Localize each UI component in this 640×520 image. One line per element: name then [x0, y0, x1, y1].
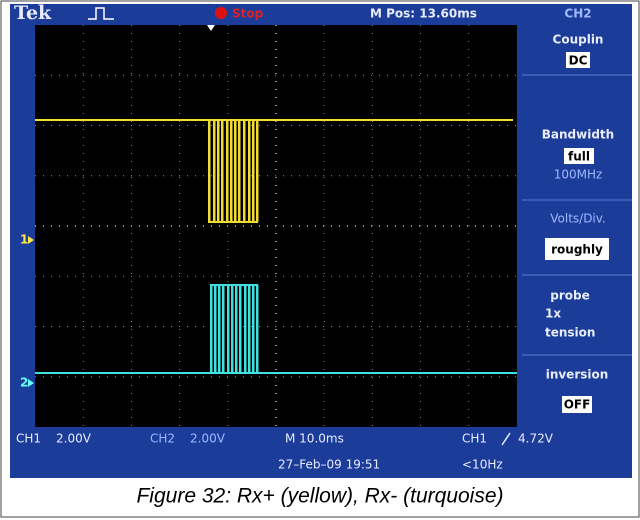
run-state: Stop [232, 7, 264, 21]
ch1-burst [234, 120, 237, 222]
ch1-burst [230, 120, 233, 222]
timebase: M 10.0ms [285, 432, 344, 446]
ch2-burst [252, 285, 255, 373]
menu-value[interactable]: 1x [545, 307, 561, 321]
ch1-burst [226, 120, 229, 222]
ch2-burst [210, 285, 213, 373]
menu-value[interactable]: OFF [564, 398, 591, 412]
brand: Tek [14, 2, 52, 24]
caption: Figure 32: Rx+ (yellow), Rx- (turquoise) [136, 485, 503, 508]
ch1-scale: 2.00V [56, 432, 92, 446]
ch2-burst [244, 285, 247, 373]
ch1-burst [256, 120, 259, 222]
ch2-burst [235, 285, 238, 373]
ch1-burst [243, 120, 246, 222]
page: {"header":{"brand":"Tek","state":"Stop",… [0, 0, 640, 520]
menu-value[interactable]: full [568, 150, 590, 164]
menu-value[interactable]: roughly [551, 243, 603, 257]
ch2-burst [239, 285, 242, 373]
menu-label[interactable]: Bandwidth [542, 128, 614, 142]
trigger-source: CH1 [462, 432, 487, 446]
menu-label[interactable]: inversion [546, 368, 609, 382]
body: Tek Stop M Pos: 13.60ms CH2 Couplin DC B… [0, 0, 640, 520]
menu-sub: 100MHz [554, 168, 603, 182]
ch2-burst [248, 285, 251, 373]
menu-value[interactable]: DC [569, 54, 588, 68]
ch1-burst [217, 120, 220, 222]
ch2-burst [231, 285, 234, 373]
ch2-label: CH2 [150, 432, 175, 446]
menu-label[interactable]: probe [550, 289, 589, 303]
date: 27–Feb–09 19:51 [278, 458, 380, 472]
ch2-burst [227, 285, 230, 373]
trigger-level: 4.72V [518, 432, 554, 446]
menu-label[interactable]: Couplin [553, 33, 604, 47]
menu-unit: tension [545, 326, 595, 340]
ch1-burst [208, 120, 211, 222]
menu-label[interactable]: Volts/Div. [550, 212, 606, 226]
ch1-marker: 1 [20, 233, 28, 247]
ch2-burst [214, 285, 217, 373]
ch1-burst [238, 120, 241, 222]
ch2-burst [256, 285, 259, 373]
figure: Tek Stop M Pos: 13.60ms CH2 Couplin DC B… [0, 0, 640, 520]
ch1-burst [213, 120, 216, 222]
ch2-burst [218, 285, 221, 373]
position: M Pos: 13.60ms [370, 7, 477, 21]
ch2-burst [222, 285, 225, 373]
channel: CH2 [564, 7, 591, 21]
ch1-burst [252, 120, 255, 222]
stop-dot [215, 7, 227, 19]
ch1-burst [248, 120, 251, 222]
ch2-marker: 2 [20, 376, 28, 390]
frequency: <10Hz [462, 458, 503, 472]
ch2-scale: 2.00V [190, 432, 226, 446]
ch1-burst [221, 120, 224, 222]
ch1-label: CH1 [16, 432, 41, 446]
